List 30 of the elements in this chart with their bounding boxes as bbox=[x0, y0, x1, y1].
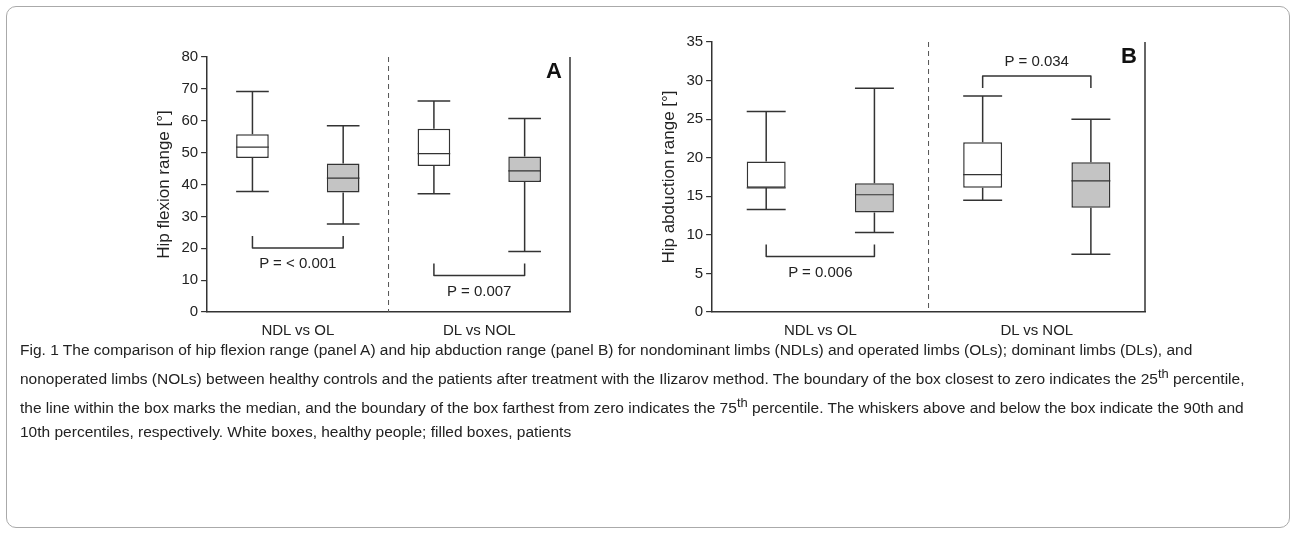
y-tick-label: 10 bbox=[181, 270, 199, 288]
annotation: P = 0.034 bbox=[1004, 52, 1069, 70]
x-tick-label: NDL vs OL bbox=[783, 321, 857, 339]
y-tick-label: 0 bbox=[694, 302, 704, 320]
y-tick-label: 80 bbox=[181, 47, 199, 65]
y-tick-label: 60 bbox=[181, 110, 199, 128]
y-tick-label: 25 bbox=[686, 109, 704, 127]
y-tick-label: 30 bbox=[686, 70, 704, 88]
x-tick-label: NDL vs OL bbox=[261, 321, 335, 339]
y-tick-label: 35 bbox=[686, 32, 704, 50]
y-tick-label: 70 bbox=[181, 79, 199, 97]
y-tick-label: 5 bbox=[694, 263, 704, 281]
y-tick-label: 30 bbox=[181, 206, 199, 224]
y-axis-title: Hip abduction range [°] bbox=[658, 90, 678, 264]
annotation: A bbox=[546, 58, 563, 84]
y-tick-label: 0 bbox=[189, 302, 199, 320]
x-tick-label: DL vs NOL bbox=[1000, 321, 1074, 339]
y-tick-label: 40 bbox=[181, 174, 199, 192]
annotation: P = < 0.001 bbox=[259, 254, 337, 272]
annotation: P = 0.007 bbox=[447, 281, 512, 299]
y-tick-label: 20 bbox=[686, 147, 704, 165]
annotation: P = 0.006 bbox=[788, 262, 853, 280]
annotation: B bbox=[1121, 43, 1137, 69]
y-tick-label: 50 bbox=[181, 142, 199, 160]
y-axis-title: Hip flexion range [°] bbox=[153, 110, 173, 259]
y-tick-label: 10 bbox=[686, 225, 704, 242]
y-tick-label: 20 bbox=[181, 238, 199, 256]
y-tick-label: 15 bbox=[686, 186, 704, 204]
text: Fig. 1 The comparison of hip flexion range (panel A) and hip abduction range (panel B) for nondominant limbs (NDLs) and operated limbs (OLs); dominant limbs (DLs), and nonoperated limbs (NOLs) between healthy controls and the patients after treatment with the Ilizarov method. The boundary of the box closest to zero indicates the 25$^{th}$ percentile, the line within the box marks the median, and the boundary of the box farthest from zero indicates the 75$^{th}$ percentile. The whiskers above and below the box indicate the 90th and 10th percentiles, respectively. White boxes, healthy people; filled boxes, patients bbox=[20, 341, 1245, 441]
x-tick-label: DL vs NOL bbox=[442, 321, 516, 339]
